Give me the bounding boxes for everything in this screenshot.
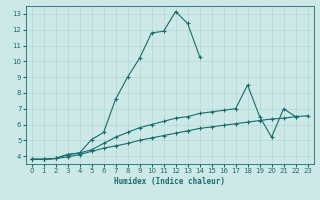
X-axis label: Humidex (Indice chaleur): Humidex (Indice chaleur) (114, 177, 225, 186)
